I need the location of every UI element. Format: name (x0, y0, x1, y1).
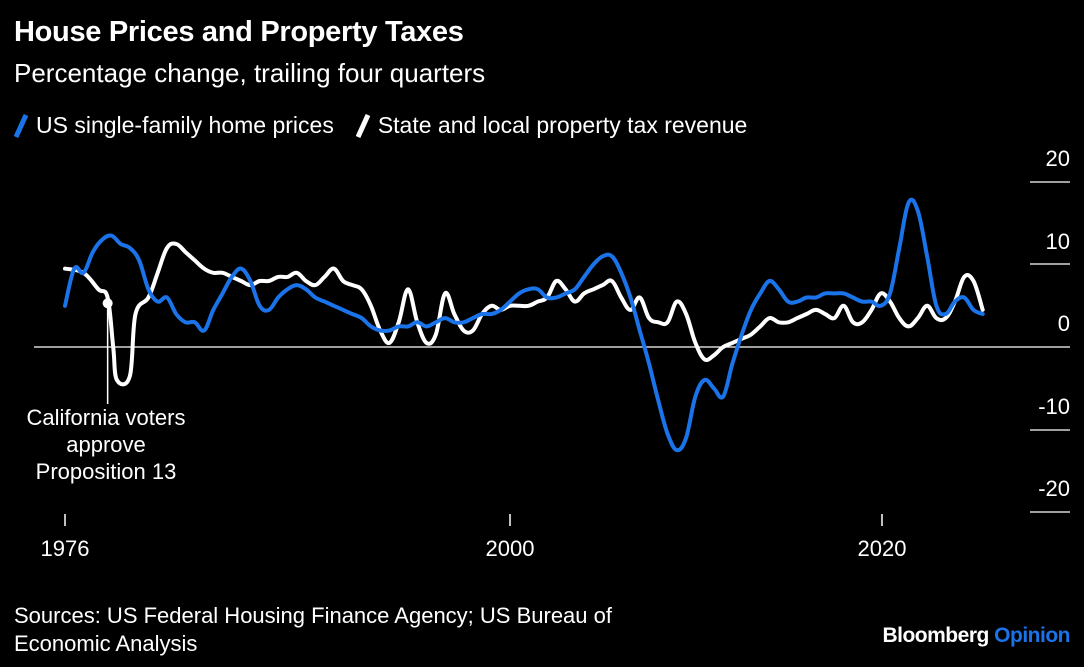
y-tick-label-20: 20 (1046, 146, 1070, 171)
annotation-text-line-2: approve (66, 432, 146, 457)
y-tick-label-0: 0 (1058, 311, 1070, 336)
legend-label-home-prices: US single-family home prices (36, 112, 334, 138)
y-tick-label-10: 10 (1046, 229, 1070, 254)
legend-item-home-prices: US single-family home prices (14, 112, 334, 139)
legend-swatch-property-tax (355, 113, 370, 138)
annotation-proposition-13: California voters approve Proposition 13 (27, 298, 186, 484)
x-tick-label-1976: 1976 (41, 536, 90, 561)
annotation-text-line-3: Proposition 13 (36, 459, 177, 484)
legend-label-property-tax: State and local property tax revenue (377, 112, 748, 138)
y-tick-label-minus-20: -20 (1038, 476, 1070, 501)
x-tick-label-2000: 2000 (486, 536, 535, 561)
y-tick-label-minus-10: -10 (1038, 394, 1070, 419)
series-line-property-tax (63, 241, 985, 387)
legend-line-property-tax (355, 113, 370, 138)
annotation-marker (102, 298, 113, 309)
chart-legend: US single-family home prices State and l… (14, 112, 769, 139)
series-group (63, 197, 985, 453)
annotation-text-line-1: California voters (27, 405, 186, 430)
brand-accent: Opinion (994, 624, 1070, 647)
brand-main: Bloomberg (882, 624, 989, 647)
brand-logo: Bloomberg Opinion (882, 624, 1070, 648)
y-axis: 20 10 0 -10 -20 (1030, 146, 1070, 513)
legend-line-home-prices (14, 113, 28, 138)
series-line-home-prices (63, 197, 985, 453)
chart-subtitle: Percentage change, trailing four quarter… (14, 58, 486, 88)
legend-item-property-tax: State and local property tax revenue (355, 112, 748, 139)
x-tick-label-2020: 2020 (858, 536, 907, 561)
chart-title: House Prices and Property Taxes (14, 16, 464, 48)
x-axis: 1976 2000 2020 (41, 514, 907, 561)
sources-note: Sources: US Federal Housing Finance Agen… (14, 603, 612, 656)
legend-swatch-home-prices (14, 113, 28, 138)
